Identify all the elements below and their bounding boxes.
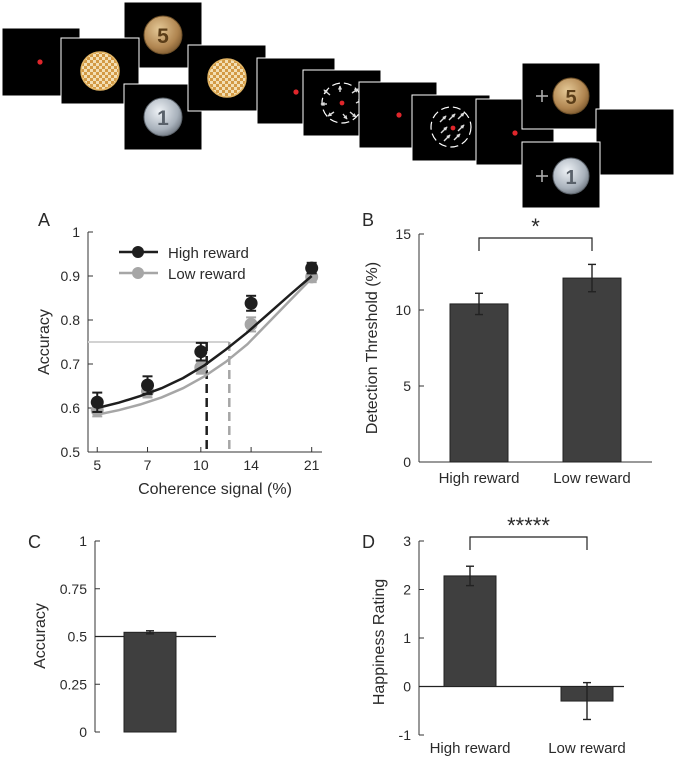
screen-checker-2: [187, 44, 267, 112]
y-tick-label: 0.9: [61, 268, 81, 284]
svg-text:5: 5: [565, 87, 576, 109]
x-tick-label: 5: [93, 457, 101, 473]
category-label: Low reward: [548, 740, 626, 757]
y-tick-label: 1: [403, 630, 411, 646]
fixation-dot: [450, 125, 456, 131]
panel-a-xlabel: Coherence signal (%): [138, 481, 292, 498]
y-tick-label: 0.7: [61, 356, 81, 372]
x-tick-label: 14: [243, 457, 259, 473]
y-tick-label: 0.75: [60, 581, 87, 597]
legend-label-high: High reward: [168, 245, 249, 262]
fixation-dot: [396, 112, 402, 118]
screen-feedback-silver: 1: [521, 141, 601, 209]
panel-d-chart: D Happiness Rating -1 0 1 2 3 High reward Low …: [362, 513, 626, 757]
y-tick-label: 0.5: [61, 444, 81, 460]
checkerboard-disc-icon: [80, 51, 120, 91]
legend-marker-low: [132, 267, 144, 279]
y-tick-label: 5: [403, 378, 411, 394]
plus-icon: [536, 170, 548, 182]
bar: [443, 575, 497, 687]
fixation-dot: [512, 130, 518, 136]
data-point-high: [194, 345, 208, 359]
svg-text:1: 1: [565, 167, 576, 189]
data-point-high: [90, 395, 104, 409]
plus-icon: [536, 90, 548, 102]
y-tick-label: 2: [403, 582, 411, 598]
gold-coin-icon: [552, 77, 590, 115]
panel-d-letter: D: [362, 532, 375, 552]
panel-a-legend: High reward Low reward: [119, 245, 249, 283]
category-label: Low reward: [553, 470, 631, 487]
category-label: High reward: [430, 740, 511, 757]
y-tick-label: 0.5: [68, 629, 88, 645]
legend-label-low: Low reward: [168, 266, 246, 283]
fixation-dot: [293, 89, 299, 95]
panel-a-letter: A: [38, 210, 50, 230]
bar: [562, 277, 622, 463]
y-tick-label: 0: [403, 454, 411, 470]
coherent-motion-arrows: [439, 112, 465, 142]
x-tick-label: 21: [304, 457, 320, 473]
panel-c-ylabel: Accuracy: [32, 603, 49, 669]
significance-stars: *: [531, 214, 540, 239]
y-tick-label: 3: [403, 533, 411, 549]
fit-curve-high: [96, 275, 313, 410]
y-tick-label: 1: [79, 533, 87, 549]
panel-c-letter: C: [28, 532, 41, 552]
silver-coin-icon: [143, 97, 183, 137]
panel-b-chart: B Detection Threshold (%) 0 5 10 15 High rew…: [362, 210, 652, 487]
data-point-high: [305, 261, 319, 275]
panel-a-chart: A Accuracy Coherence signal (%) High rew…: [36, 210, 322, 498]
silver-coin-icon: [552, 157, 590, 195]
panel-d-ylabel: Happiness Rating: [371, 579, 388, 705]
data-point-high: [244, 296, 258, 310]
gold-coin-icon: [143, 15, 183, 55]
y-tick-label: -1: [399, 727, 412, 743]
category-label: High reward: [439, 470, 520, 487]
bar: [123, 631, 177, 733]
y-tick-label: 0.25: [60, 676, 87, 692]
significance-stars: *****: [507, 513, 550, 538]
task-schematic: 5 1: [1, 1, 675, 209]
panel-b-ylabel: Detection Threshold (%): [364, 262, 381, 434]
y-tick-label: 15: [395, 226, 411, 242]
fixation-dot: [339, 100, 345, 106]
aperture-ring: [430, 106, 472, 148]
panel-c-chart: C Accuracy 0 0.25 0.5 0.75 1: [28, 532, 216, 740]
y-tick-label: 10: [395, 302, 411, 318]
panel-a-ylabel: Accuracy: [36, 309, 53, 375]
y-tick-label: 0.8: [61, 312, 81, 328]
svg-text:1: 1: [157, 107, 169, 130]
significance-bracket: [478, 237, 593, 251]
data-point-high: [141, 378, 155, 392]
y-tick-label: 0.6: [61, 400, 81, 416]
y-tick-label: 1: [72, 224, 80, 240]
svg-text:5: 5: [157, 25, 169, 48]
bar: [449, 303, 509, 463]
significance-bracket: [469, 536, 588, 550]
panel-b-letter: B: [362, 210, 374, 230]
y-tick-label: 0: [79, 724, 87, 740]
x-tick-label: 10: [193, 457, 209, 473]
y-tick-label: 0: [403, 679, 411, 695]
checkerboard-disc-icon: [207, 58, 247, 98]
screen-blank: [595, 108, 675, 176]
fit-curve-low: [96, 277, 313, 416]
legend-marker-high: [132, 246, 144, 258]
fixation-dot: [37, 59, 43, 65]
x-tick-label: 7: [144, 457, 152, 473]
screen-feedback-gold: 5: [521, 62, 601, 130]
